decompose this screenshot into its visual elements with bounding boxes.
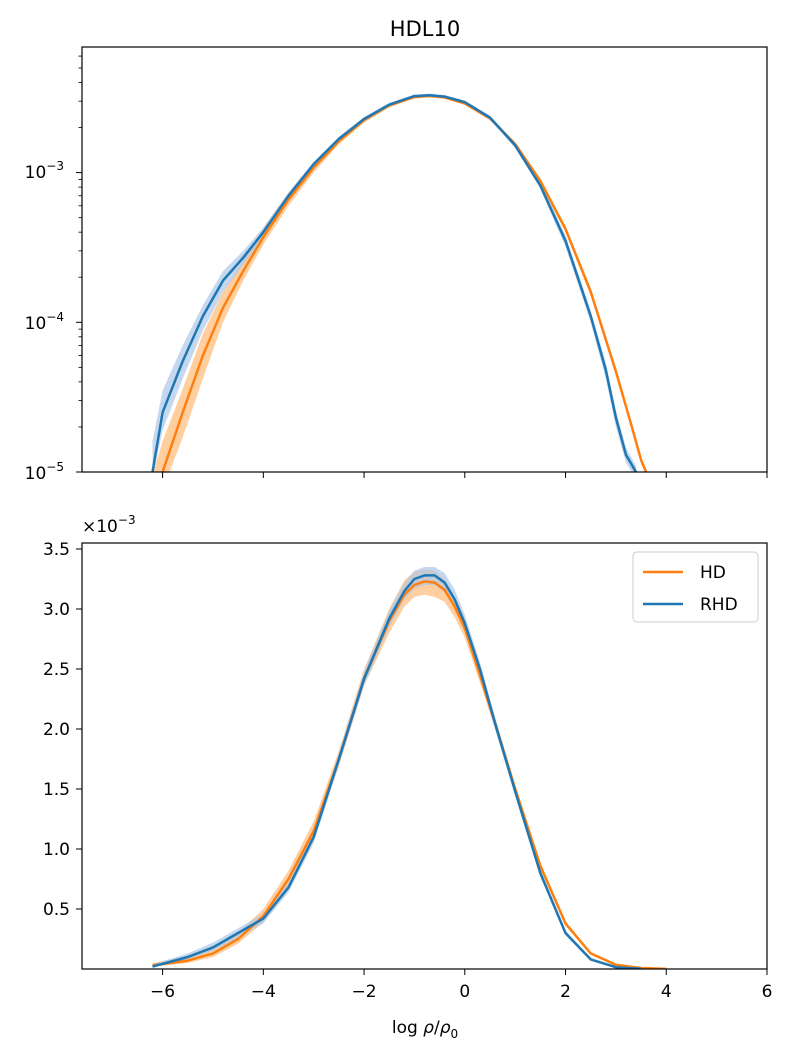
legend-label-hd: HD <box>700 563 726 583</box>
bottom-line-hd <box>152 580 667 969</box>
top-panel: HDL10 10−5 10−4 10−3 <box>25 17 768 484</box>
legend-label-rhd: RHD <box>700 595 738 615</box>
top-y-tick-labels: 10−5 10−4 10−3 <box>25 159 64 484</box>
top-y-ticks <box>76 55 82 473</box>
bottom-panel: ×10−3 −6 −4 −2 0 2 4 6 0.5 1.0 1.5 2.0 2.5 3.0 3.5 H… <box>43 513 772 1041</box>
top-line-rhd <box>151 93 638 472</box>
bottom-x-tick-label-4: 2 <box>560 982 571 1002</box>
top-series-lines <box>151 93 648 472</box>
bottom-y-tick-label-6: 3.5 <box>43 540 70 560</box>
top-chart-title: HDL10 <box>390 17 460 41</box>
bottom-x-ticks: −6 −4 −2 0 2 4 6 <box>150 969 772 1002</box>
x-axis-label: log ρ/ρ0 <box>392 1018 458 1041</box>
top-y-tick-label-1: 10−4 <box>25 310 64 334</box>
bottom-line-rhd <box>152 574 642 969</box>
bottom-y-tick-label-2: 1.5 <box>43 780 70 800</box>
bottom-x-tick-label-2: −2 <box>352 982 377 1002</box>
bottom-y-tick-label-0: 0.5 <box>43 900 70 920</box>
bottom-series-lines <box>152 574 667 969</box>
bottom-y-tick-label-5: 3.0 <box>43 600 70 620</box>
bottom-y-tick-label-4: 2.5 <box>43 660 70 680</box>
bottom-plot-frame <box>81 542 768 970</box>
top-y-tick-label-0: 10−5 <box>25 460 64 484</box>
bottom-x-tick-label-5: 4 <box>661 982 672 1002</box>
y-multiplier-label: ×10−3 <box>82 513 136 537</box>
bottom-x-tick-label-3: 0 <box>459 982 470 1002</box>
top-x-ticks <box>162 472 768 478</box>
bottom-y-ticks: 0.5 1.0 1.5 2.0 2.5 3.0 3.5 <box>43 540 82 920</box>
bottom-y-tick-label-3: 2.0 <box>43 720 70 740</box>
bottom-x-tick-label-1: −4 <box>251 982 276 1002</box>
bottom-x-tick-label-0: −6 <box>150 982 175 1002</box>
legend-box <box>632 551 759 623</box>
bottom-x-tick-label-6: 6 <box>762 982 773 1002</box>
top-plot-frame <box>81 46 768 473</box>
bottom-y-tick-label-1: 1.0 <box>43 840 70 860</box>
legend: HD RHD <box>632 551 759 623</box>
top-y-tick-label-2: 10−3 <box>25 159 64 183</box>
